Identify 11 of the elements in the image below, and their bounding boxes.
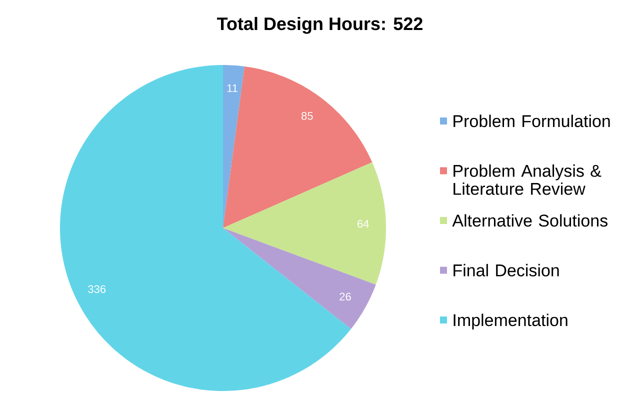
data-label: 85 [302,112,313,120]
data-label: 336 [88,285,106,294]
data-label: 26 [340,292,351,301]
legend-label: Alternative Solutions [452,214,608,227]
data-label: 64 [358,220,369,228]
data-label: 11 [227,84,238,92]
legend-label: Final Decision [454,264,559,276]
legend-label: Problem Formulation [454,114,610,128]
legend-label: Problem Analysis & Literature Review [454,164,602,195]
legend-label: Implementation [454,314,568,330]
chart-title: Total Design Hours: 522 [217,16,422,34]
